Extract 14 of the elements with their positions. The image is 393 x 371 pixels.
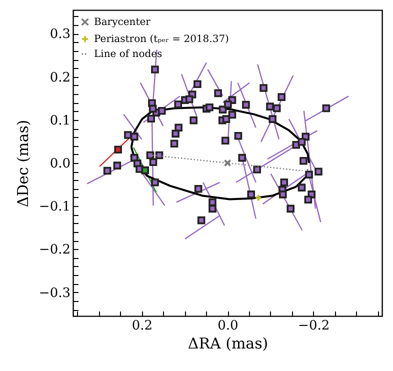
y-tick-label: 0.2 — [50, 70, 70, 86]
y-tick-label: 0.0 — [50, 156, 70, 172]
y-tick-label: 0.3 — [50, 27, 70, 42]
y-tick-label: 0.1 — [50, 113, 70, 128]
x-tick-label: 0.2 — [132, 318, 153, 334]
x-axis-title: ΔRA (mas) — [188, 334, 268, 352]
y-axis-title: ΔDec (mas) — [14, 120, 32, 208]
y-tick-label: −0.2 — [38, 242, 70, 258]
legend-label: Barycenter — [94, 17, 151, 28]
x-tick-label: 0.0 — [218, 318, 238, 334]
y-tick-label: −0.1 — [38, 200, 70, 215]
y-tick-label: −0.3 — [38, 286, 70, 301]
x-tick-label: −0.2 — [298, 318, 330, 334]
legend-label: Periastron (tₚₑᵣ = 2018.37) — [94, 34, 230, 45]
